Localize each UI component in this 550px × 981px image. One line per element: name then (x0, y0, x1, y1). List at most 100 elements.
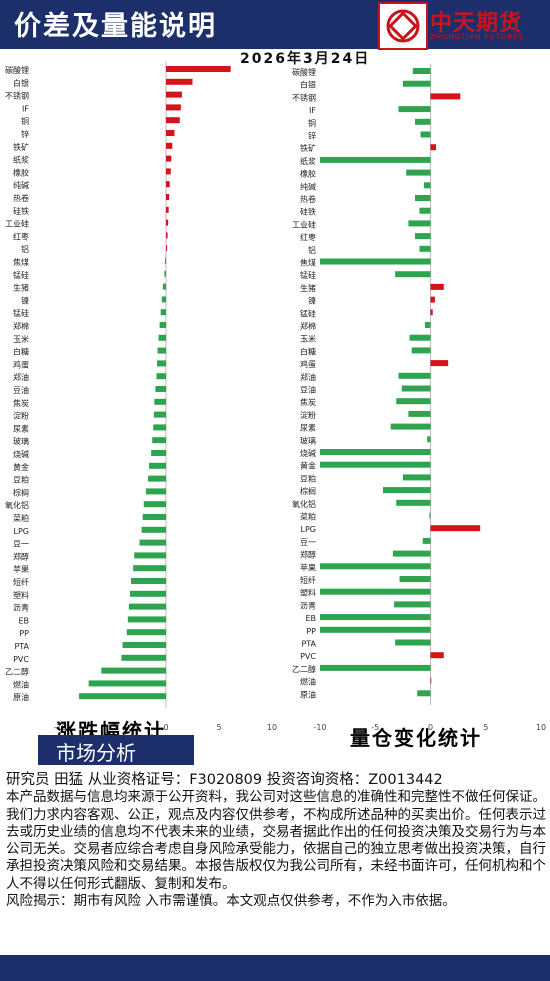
left-bar (166, 78, 193, 85)
right-category-label: 锌 (308, 131, 316, 141)
right-category-label: 玉米 (300, 334, 316, 344)
right-bar (382, 487, 431, 494)
right-category-label: 镍 (308, 296, 316, 306)
left-category-label: 焦炭 (13, 398, 29, 408)
right-category-label: 红枣 (300, 232, 316, 242)
left-tick-label: -5 (109, 723, 117, 732)
logo-text: 中天期货 (430, 11, 523, 36)
right-bar (392, 550, 431, 557)
right-category-label: 短纤 (300, 575, 316, 585)
right-bar (398, 106, 431, 113)
left-category-label: 玉米 (13, 334, 29, 344)
right-category-label: 郑油 (300, 372, 316, 382)
left-category-label: 锌 (21, 129, 29, 139)
left-bar (156, 360, 166, 367)
left-bar (166, 66, 231, 72)
right-category-label: 沥青 (300, 600, 316, 610)
left-bar (166, 155, 172, 162)
left-bar (156, 373, 166, 380)
left-bar (101, 667, 166, 674)
logo-subtext: ZHONGTIAN FUTURES (430, 33, 524, 41)
left-bar (134, 552, 166, 559)
right-bar (408, 410, 431, 417)
left-bar (166, 91, 182, 98)
right-category-label: 豆油 (300, 385, 316, 395)
left-bar (161, 296, 166, 303)
right-category-label: 白糖 (300, 346, 316, 356)
right-category-label: 铜 (308, 118, 316, 128)
left-category-label: 烧碱 (13, 449, 29, 459)
left-category-label: 工业硅 (5, 219, 29, 229)
right-category-label: 铝 (308, 245, 316, 255)
left-bar (166, 219, 169, 226)
charts-area: 碳酸锂白银不锈钢IF铜锌铁矿纸浆橡胶纯碱热卷硅铁工业硅红枣铝焦煤锰硅生猪镍锰硅郑… (5, 62, 546, 732)
left-bar (166, 181, 170, 188)
right-category-label: 乙二醇 (292, 664, 316, 674)
left-bar (155, 386, 166, 392)
right-category-label: 碳酸锂 (292, 67, 316, 77)
right-category-label: 锰硅 (300, 308, 316, 318)
right-category-label: 尿素 (300, 423, 316, 433)
left-category-label: 乙二醇 (5, 667, 29, 677)
left-bar (166, 104, 181, 111)
left-tick-label: -10 (53, 723, 66, 732)
left-category-label: PP (19, 629, 29, 638)
left-bar (153, 411, 166, 418)
left-category-label: 铝 (21, 244, 29, 254)
left-category-label: 碳酸锂 (5, 65, 29, 75)
left-bar (166, 232, 168, 239)
right-category-label: 焦煤 (300, 258, 316, 268)
right-bar (320, 258, 431, 265)
left-category-label: 郑油 (13, 372, 29, 382)
left-category-label: IF (22, 104, 29, 113)
left-category-label: 白糖 (13, 347, 29, 357)
left-bar (166, 245, 168, 252)
right-bar (406, 169, 431, 176)
right-bar (423, 182, 431, 189)
left-category-label: 锰硅 (13, 270, 29, 280)
left-category-label: 棕榈 (13, 487, 29, 497)
left-bar (158, 334, 166, 341)
left-category-label: 硅铁 (13, 206, 29, 216)
left-category-label: 鸡蛋 (13, 359, 29, 369)
left-bar (141, 526, 166, 533)
right-bar (320, 563, 431, 570)
left-category-label: PVC (13, 655, 29, 664)
right-category-label: 郑棉 (300, 321, 316, 331)
left-category-label: 郑醇 (13, 551, 29, 561)
left-bar (127, 616, 166, 623)
right-bar (409, 334, 431, 341)
left-category-label: 豆一 (13, 540, 29, 549)
logo-icon (378, 2, 428, 50)
right-category-label: PP (306, 627, 316, 636)
right-bar (320, 449, 431, 455)
left-bar (126, 629, 166, 636)
right-category-label: 淀粉 (300, 410, 316, 420)
right-bar (390, 423, 431, 430)
disclaimer: 研究员 田猛 从业资格证号：F3020809 投资咨询资格：Z0013442 本… (6, 772, 546, 910)
right-bar (430, 309, 433, 316)
right-tick-label: 10 (536, 723, 546, 732)
left-bar (142, 514, 166, 520)
right-category-label: 玻璃 (300, 435, 316, 445)
right-bar (395, 271, 431, 278)
left-bar (139, 539, 166, 546)
researcher-info: 研究员 田猛 从业资格证号：F3020809 投资咨询资格：Z0013442 (6, 772, 443, 788)
right-category-label: 黄金 (300, 461, 316, 471)
left-category-label: 不锈钢 (5, 91, 29, 101)
right-bar (395, 639, 431, 646)
left-category-label: PTA (14, 642, 29, 651)
left-bar (166, 130, 175, 136)
left-category-label: 氧化铝 (5, 500, 29, 510)
left-bar (122, 642, 166, 648)
right-bar (408, 220, 431, 227)
right-bar (320, 461, 431, 468)
market-analysis-banner: 市场分析 (38, 735, 194, 765)
report-date: 2026年3月24日 (240, 51, 371, 67)
left-category-label: EB (18, 616, 29, 625)
right-bar (396, 499, 431, 506)
right-category-label: 豆一 (300, 538, 316, 547)
left-bar (166, 206, 169, 213)
right-bar (430, 144, 437, 151)
right-category-label: IF (309, 106, 316, 115)
